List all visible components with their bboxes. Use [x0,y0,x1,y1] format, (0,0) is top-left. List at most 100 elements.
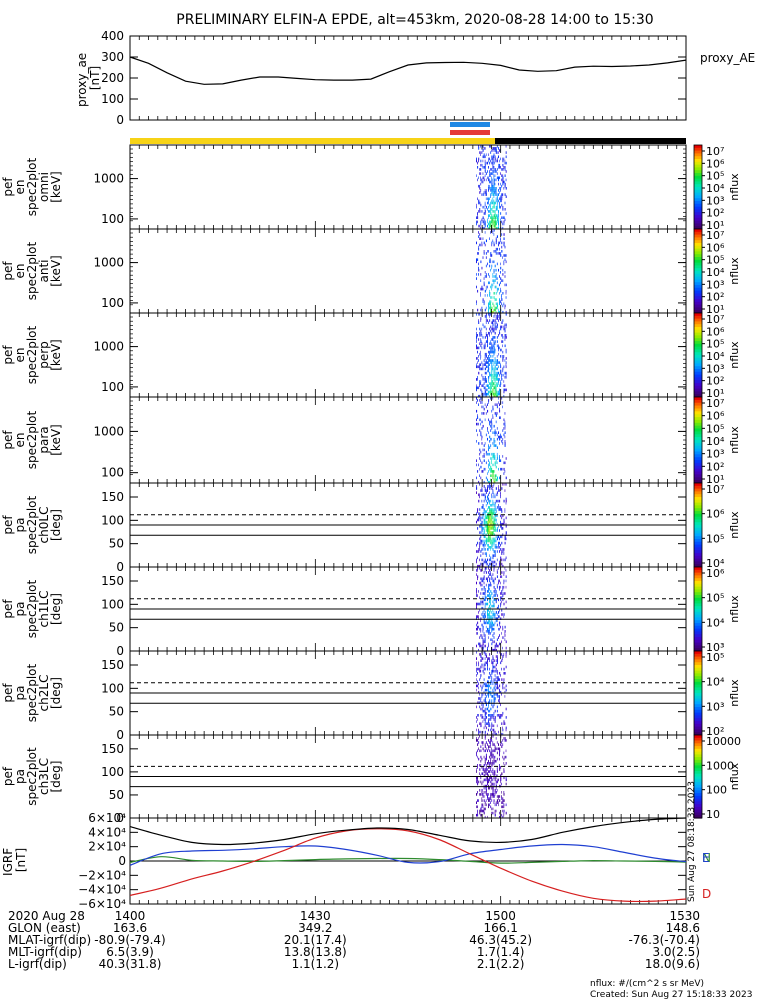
colorbar-unit: nflux [728,511,741,539]
spectrogram-cell [493,184,495,188]
spectrogram-cell [490,373,492,377]
spectrogram-cell [487,409,489,413]
spectrogram-cell [480,329,482,333]
spectrogram-cell [488,606,489,610]
spectrogram-cell [491,390,493,394]
spectrogram-cell [490,302,491,306]
spectrogram-cell [492,197,494,201]
spectrogram-cell [488,205,490,209]
footer-value: 1.1(1.2) [292,957,340,971]
spectrogram-cell [496,672,498,675]
spectrogram-cell [481,741,483,744]
colorbar-segment [694,600,702,604]
spectrogram-cell [483,531,485,534]
spectrogram-cell [481,493,483,497]
spectrogram-cell [496,741,498,744]
spectrogram-cell [505,145,507,148]
panel-ylabel-line: [deg] [49,509,63,541]
colorbar-segment [694,634,702,638]
spectrogram-cell [495,514,497,518]
spectrogram-cell [487,220,488,224]
spectrogram-cell [479,168,481,171]
spectrogram-cell [494,455,496,458]
spectrogram-cell [485,378,487,381]
spectrogram-cell [503,365,505,369]
spectrogram-cell [485,264,487,268]
spectrogram-cell [492,663,494,667]
proxy-ae-ytick-label: 400 [101,29,124,43]
spectrogram-cell [491,701,493,704]
colorbar-segment [694,748,702,753]
spectrogram-cell [503,233,505,236]
spectrogram-cell [490,465,492,469]
spectrogram-cell [476,573,477,576]
spectrogram-cell [505,336,507,339]
spectrogram-cell [492,604,494,608]
spectrogram-cell [490,342,491,345]
spectrogram-cell [500,205,501,209]
spectrogram-cell [495,275,497,278]
spectrogram-cell [494,590,496,593]
spectrogram-cell [479,512,481,515]
spectrogram-cell [487,543,488,547]
spectrogram-cell [495,247,497,251]
spectrogram-cell [484,558,486,562]
spectrogram-cell [492,390,494,394]
spectrogram-cell [491,541,493,545]
spectrogram-cell [484,174,486,177]
spectrogram-cell [494,514,496,518]
spectrogram-cell [493,602,495,606]
spectrogram-cell [496,514,498,518]
spectrogram-cell [495,600,497,604]
spectrogram-cell [502,208,504,211]
colorbar-segment [694,729,702,733]
spectrogram-cell [481,151,483,154]
spectrogram-cell [502,657,503,660]
colorbar-label: 10⁷ [706,397,724,410]
spectrogram-cell [488,770,490,773]
spectrogram-cell [488,153,489,156]
spectrogram-cell [488,166,489,169]
spectrogram-cell [489,529,491,532]
spectrogram-cell [496,214,498,217]
spectrogram-cell [494,319,496,322]
spectrogram-cell [488,575,489,578]
spectrogram-cell [498,344,499,348]
spectrogram-cell [490,300,492,303]
spectrogram-cell [480,168,482,171]
spectrogram-cell [499,621,501,625]
panel-ytick-label: 100 [101,765,124,779]
colorbar-segment [694,480,702,484]
spectrogram-cell [477,212,478,215]
spectrogram-cell [481,163,483,167]
spectrogram-cell [485,789,487,792]
spectrogram-cell [490,625,492,629]
spectrogram-cell [494,275,496,278]
spectrogram-cell [495,317,497,320]
spectrogram-cell [489,535,490,539]
spectrogram-cell [500,780,501,784]
spectrogram-cell [492,201,494,205]
spectrogram-cell [493,770,495,773]
colorbar-segment [694,723,702,728]
spectrogram-cell [498,178,499,182]
spectrogram-cell [487,522,488,526]
spectrogram-cell [488,533,490,536]
spectrogram-cell [477,813,479,817]
spectrogram-cell [490,308,491,312]
spectrogram-cell [505,457,507,460]
spectrogram-cell [492,199,494,203]
spectrogram-cell [495,732,497,736]
panel-ylabel-line: pef [1,766,15,786]
spectrogram-cell [492,600,494,604]
spectrogram-cell [487,594,488,597]
spectrogram-cell [490,674,492,677]
spectrogram-cell [482,596,484,599]
spectrogram-cell [493,386,495,390]
spectrogram-cell [478,273,479,276]
panel-ytick-label: 1000 [93,172,124,186]
spectrogram-cell [505,499,507,503]
spectrogram-cell [483,452,485,456]
spectrogram-cell [500,556,502,560]
